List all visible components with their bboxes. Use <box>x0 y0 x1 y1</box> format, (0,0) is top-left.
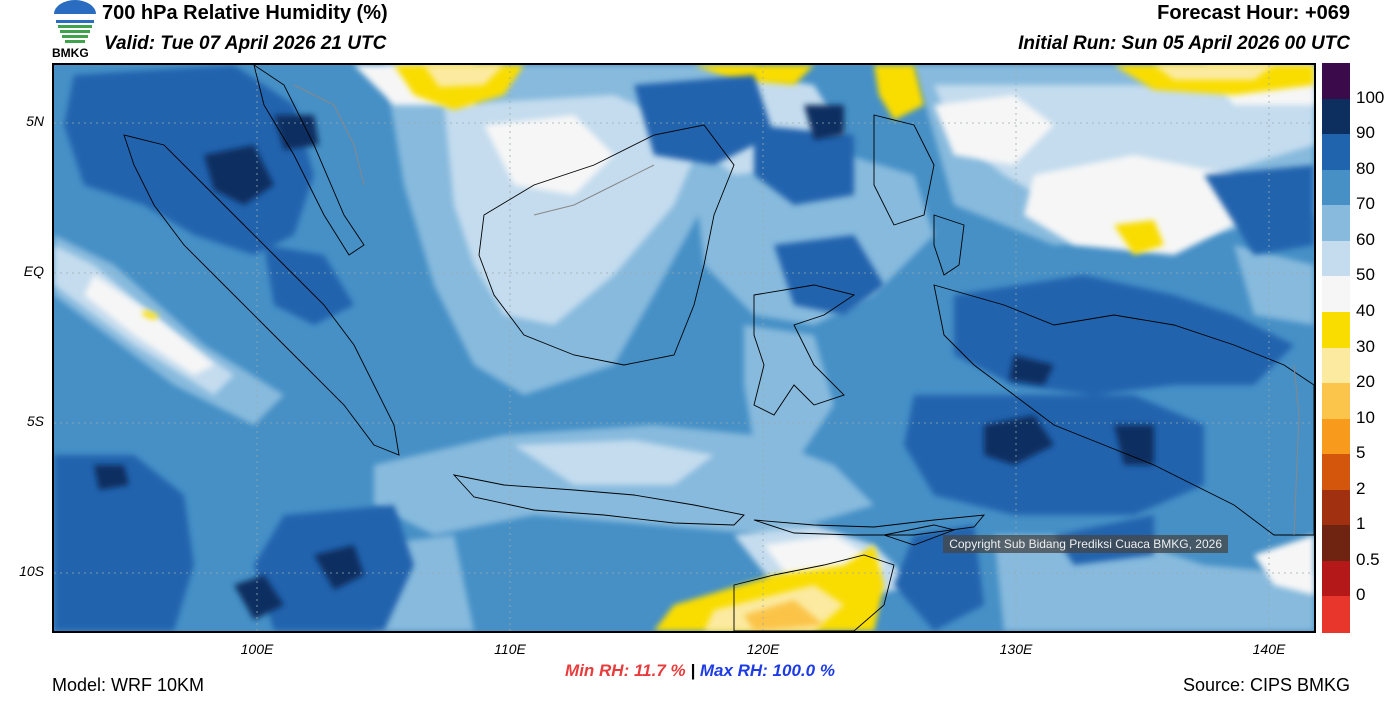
colorbar-label: 0 <box>1356 585 1366 605</box>
colorbar-label: 5 <box>1356 443 1366 463</box>
colorbar-label: 80 <box>1356 158 1375 178</box>
lat-label-5s: 5S <box>26 413 44 429</box>
halmahera-coast <box>933 214 965 276</box>
colorbar-swatch <box>1322 134 1350 171</box>
colorbar-label: 1 <box>1356 514 1366 534</box>
colorbar-label: 30 <box>1356 336 1375 356</box>
colorbar-swatch <box>1322 98 1350 135</box>
java-coast <box>452 474 745 526</box>
colorbar-label: 20 <box>1356 372 1375 392</box>
model-label: Model: WRF 10KM <box>52 675 205 695</box>
borneo-coast <box>478 124 735 366</box>
sulawesi-coast <box>753 284 856 416</box>
max-rh: Max RH: 100.0 % <box>699 661 835 680</box>
colorbar-swatch <box>1322 347 1350 384</box>
lon-label-100e: 100E <box>240 641 274 657</box>
humidity-field <box>54 65 1314 631</box>
malay-peninsula-coast <box>253 65 365 256</box>
lat-label-10s: 10S <box>19 563 44 579</box>
colorbar-label: 50 <box>1356 265 1375 285</box>
colorbar-swatch <box>1322 418 1350 455</box>
colorbar-swatch <box>1322 489 1350 526</box>
colorbar-label: 2 <box>1356 478 1366 498</box>
coastlines <box>123 65 1314 631</box>
logo-text: BMKG <box>52 46 89 60</box>
valid-time: Valid: Tue 07 April 2026 21 UTC <box>104 33 387 54</box>
colorbar-swatch <box>1322 311 1350 348</box>
mindanao-coast <box>873 114 935 226</box>
lat-label-eq: EQ <box>23 263 44 279</box>
colorbar-label: 10 <box>1356 407 1375 427</box>
rh-stats: Min RH: 11.7 % | Max RH: 100.0 % <box>0 661 1400 681</box>
map-gridlines <box>54 65 1314 631</box>
sumatra-coast <box>123 134 400 456</box>
colorbar-swatch <box>1322 525 1350 562</box>
colorbar-label: 0.5 <box>1356 549 1380 569</box>
bmkg-logo: BMKG <box>50 0 100 60</box>
lon-label-120e: 120E <box>746 641 780 657</box>
colorbar-label: 70 <box>1356 194 1375 214</box>
colorbar-label: 100 <box>1356 87 1385 107</box>
new-guinea-coast <box>933 284 1314 536</box>
min-rh: Min RH: 11.7 % <box>565 661 686 680</box>
colorbar-swatch <box>1322 596 1350 633</box>
colorbar-swatch <box>1322 383 1350 420</box>
australia-coast <box>733 554 895 631</box>
colorbar-swatch <box>1322 560 1350 597</box>
colorbar <box>1322 63 1350 633</box>
colorbar-label: 90 <box>1356 123 1375 143</box>
colorbar-swatch <box>1322 169 1350 206</box>
chart-title: 700 hPa Relative Humidity (%) <box>102 2 388 24</box>
humidity-map: Copyright Sub Bidang Prediksi Cuaca BMKG… <box>52 63 1316 633</box>
colorbar-label: 60 <box>1356 229 1375 249</box>
colorbar-swatch <box>1322 276 1350 313</box>
copyright-notice: Copyright Sub Bidang Prediksi Cuaca BMKG… <box>943 535 1228 553</box>
source-label: Source: CIPS BMKG <box>1182 675 1350 695</box>
initial-run: Initial Run: Sun 05 April 2026 00 UTC <box>1018 33 1350 54</box>
colorbar-swatch <box>1322 240 1350 277</box>
lon-label-110e: 110E <box>494 641 526 657</box>
forecast-hour: Forecast Hour: +069 <box>1157 2 1350 24</box>
lat-label-5n: 5N <box>26 113 44 129</box>
colorbar-swatch <box>1322 454 1350 491</box>
borders <box>293 84 1300 536</box>
lon-label-140e: 140E <box>1252 641 1286 657</box>
lon-label-130e: 130E <box>999 641 1033 657</box>
colorbar-swatch <box>1322 205 1350 242</box>
timor-coast <box>882 524 956 546</box>
colorbar-label: 40 <box>1356 300 1375 320</box>
lesser-sunda-coast <box>753 514 986 536</box>
colorbar-swatch <box>1322 63 1350 100</box>
stats-separator: | <box>685 661 700 680</box>
